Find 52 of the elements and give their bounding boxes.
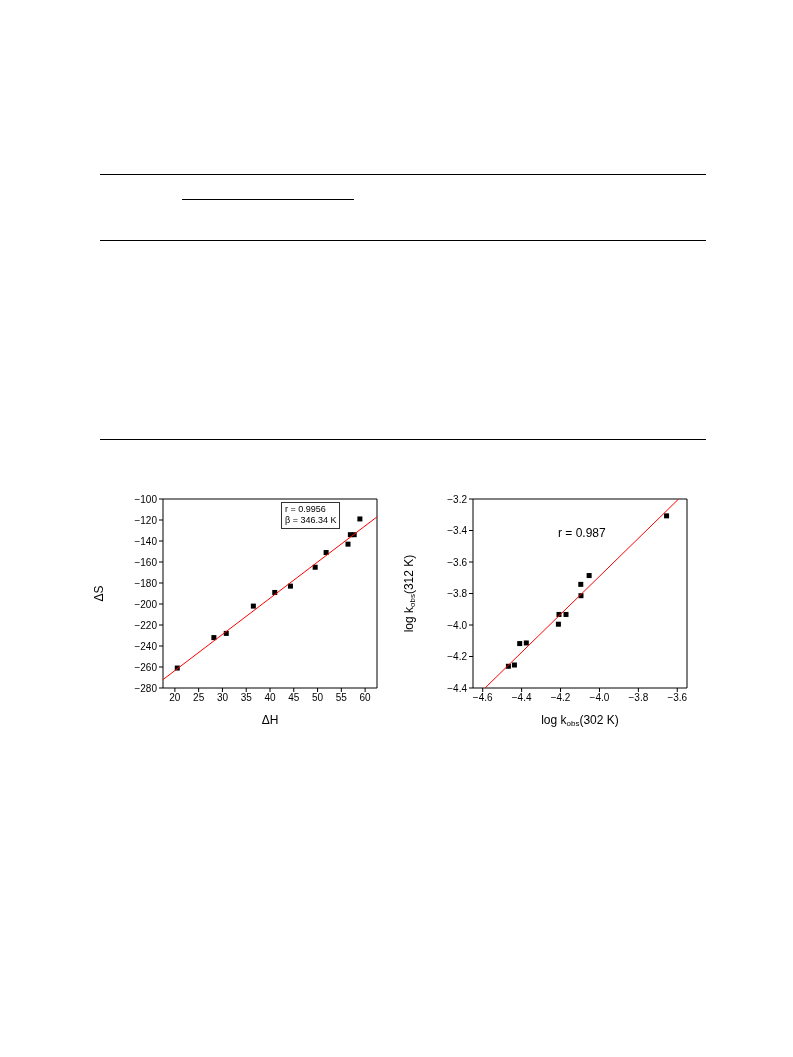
point <box>287 583 293 589</box>
point <box>211 635 217 641</box>
point <box>563 611 569 617</box>
x-tick-label: −4.0 <box>589 692 610 704</box>
y-tick-label: −4.0 <box>447 619 468 631</box>
x-tick-label: 55 <box>335 692 348 704</box>
y-tick-label: −260 <box>134 661 158 673</box>
x-tick-label: 35 <box>240 692 253 704</box>
annotation: β = 346.34 K <box>285 515 337 527</box>
x-tick-label: −4.6 <box>472 692 494 704</box>
x-tick-label: −4.2 <box>550 692 571 704</box>
y-tick-label: −220 <box>134 619 158 631</box>
y-axis-title: ΔS <box>92 585 106 602</box>
x-tick-label: 40 <box>264 692 276 704</box>
y-tick-label: −200 <box>134 598 158 610</box>
y-tick-label: −100 <box>134 493 158 505</box>
point <box>517 641 523 647</box>
x-tick-label: −3.8 <box>628 692 649 704</box>
y-tick-label: −160 <box>134 556 158 568</box>
point <box>555 621 561 627</box>
x-tick-label: −4.4 <box>511 692 532 704</box>
y-tick-label: −280 <box>134 682 158 694</box>
x-tick-label: 30 <box>216 692 229 704</box>
x-tick-label: −3.6 <box>667 692 688 704</box>
point <box>523 640 529 646</box>
y-tick-label: −3.8 <box>447 588 468 600</box>
x-tick-label: 60 <box>359 692 372 704</box>
y-tick-label: −140 <box>134 535 158 547</box>
x-tick-label: 20 <box>169 692 181 704</box>
y-tick-label: −3.4 <box>447 525 468 537</box>
point <box>357 516 363 522</box>
y-tick-label: −240 <box>134 640 158 652</box>
point <box>511 662 517 668</box>
point <box>250 603 256 609</box>
point <box>578 581 584 587</box>
y-tick-label: −3.2 <box>447 493 468 505</box>
y-tick-label: −4.2 <box>447 651 468 663</box>
y-tick-label: −180 <box>134 577 158 589</box>
annotation: r = 0.987 <box>558 526 606 541</box>
point <box>345 541 351 547</box>
x-axis-title: log k$_{obs}$(302 K) <box>541 713 619 728</box>
x-axis-title: ΔH <box>261 713 279 727</box>
y-tick-label: −3.6 <box>447 556 468 568</box>
x-tick-label: 45 <box>288 692 300 704</box>
point <box>586 573 592 579</box>
x-tick-label: 50 <box>311 692 324 704</box>
point <box>664 513 670 519</box>
y-tick-label: −120 <box>134 514 158 526</box>
x-tick-label: 25 <box>193 692 205 704</box>
point <box>312 564 318 570</box>
y-tick-label: −4.4 <box>447 682 468 694</box>
annotation: r = 0.9956 <box>285 504 327 516</box>
